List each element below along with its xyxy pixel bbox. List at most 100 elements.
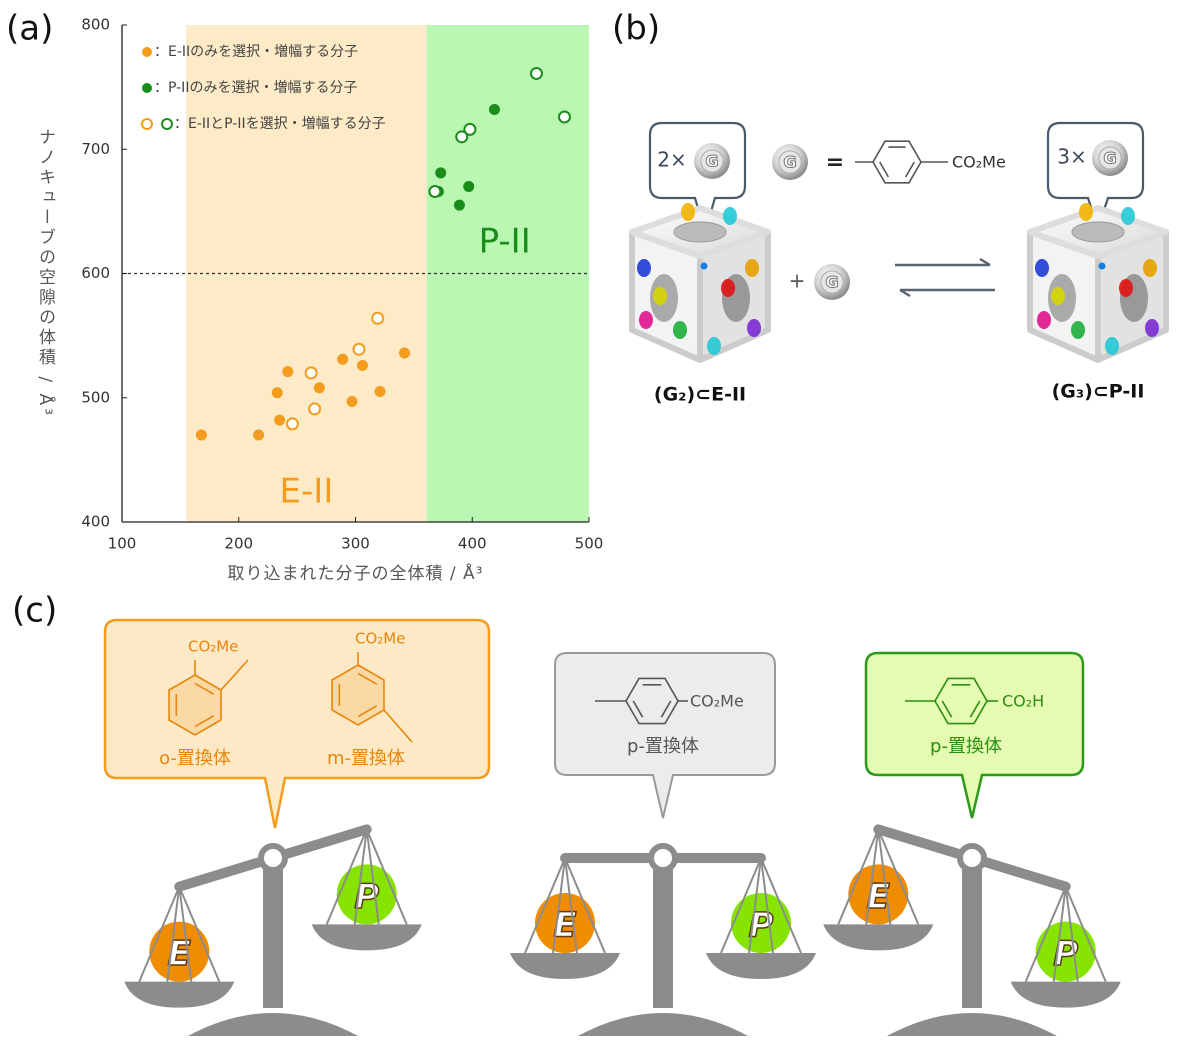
double-bond — [194, 682, 215, 695]
group-label: CO₂Me — [188, 638, 238, 656]
isomer-label: m-置換体 — [327, 748, 405, 769]
data-point — [253, 429, 265, 441]
cube-blob — [1143, 259, 1157, 277]
data-point — [529, 66, 543, 80]
isomer-label: p-置換体 — [930, 736, 1002, 757]
balance-pan — [823, 924, 934, 951]
data-point — [557, 110, 571, 124]
group-label: CO₂H — [1002, 692, 1044, 711]
guest-ball-inner — [700, 149, 724, 173]
legend-label: ：E-IIのみを選択・増幅する分子 — [154, 44, 358, 60]
callout — [864, 651, 1085, 819]
cube-blob — [1121, 207, 1135, 225]
cube-dot — [1098, 262, 1106, 270]
balance-base — [578, 1013, 748, 1036]
balance-pan — [1010, 981, 1121, 1008]
count: 2× — [657, 148, 686, 172]
pan-strings — [720, 857, 802, 954]
x-tick-label: 400 — [458, 535, 487, 553]
guest-ball-inner — [1098, 146, 1122, 170]
cube-blob — [637, 259, 651, 277]
cube-gear — [1071, 221, 1125, 243]
balance-base — [188, 1013, 358, 1036]
arrow — [895, 257, 991, 267]
data-point — [399, 347, 411, 359]
panel-label: (b) — [612, 9, 660, 49]
y-tick-label: 800 — [81, 16, 110, 34]
cube-blob — [723, 207, 737, 225]
guest-symbol: G — [1103, 149, 1116, 168]
double-bond — [357, 705, 378, 718]
y-tick-label: 600 — [81, 264, 110, 282]
pan-strings — [524, 857, 606, 954]
legend-label: ：P-IIのみを選択・増幅する分子 — [154, 80, 357, 96]
data-point — [374, 386, 386, 398]
balance-pan — [510, 953, 620, 979]
isomer-label: p-置換体 — [627, 736, 699, 757]
balance-column — [962, 858, 982, 1008]
cube-blob — [1079, 203, 1093, 221]
y-tick-label: 700 — [81, 140, 110, 158]
data-point — [463, 181, 475, 193]
data-point — [304, 366, 318, 380]
bond — [383, 709, 413, 743]
double-bond — [941, 700, 953, 718]
x-tick-label: 500 — [575, 535, 604, 553]
balance-base — [887, 1013, 1057, 1036]
substituent: CO₂Me — [952, 153, 1006, 172]
data-point — [271, 387, 283, 399]
data-point — [346, 395, 358, 407]
cube-blob — [1145, 319, 1159, 337]
cube-blob — [681, 203, 695, 221]
data-point — [428, 184, 442, 198]
data-point — [313, 382, 325, 394]
x-axis-label: 取り込まれた分子の全体積 / Å³ — [228, 562, 484, 584]
weight-ball — [731, 893, 791, 953]
legend-marker — [142, 83, 152, 93]
weight-ball — [149, 921, 210, 982]
data-point — [352, 342, 366, 356]
y-tick-label: 400 — [81, 513, 110, 531]
weight-ball — [848, 864, 909, 925]
pan-strings — [837, 828, 920, 925]
data-point — [274, 414, 286, 426]
double-bond — [660, 700, 672, 718]
balance-column — [263, 858, 283, 1008]
x-tick-label: 100 — [108, 535, 137, 553]
legend-marker — [141, 118, 153, 130]
count: 3× — [1057, 145, 1086, 169]
data-point — [435, 167, 447, 179]
weight-ball — [336, 864, 397, 925]
cube-blob — [653, 287, 667, 305]
data-point — [308, 402, 322, 416]
panel-label: (a) — [6, 9, 53, 49]
callout — [103, 618, 491, 829]
plus: + — [789, 269, 806, 293]
legend-marker — [142, 47, 152, 57]
guest-ball-inner — [820, 270, 844, 294]
weight-ball — [535, 893, 595, 953]
data-point — [488, 103, 500, 115]
balance-pan — [706, 953, 816, 979]
double-bond — [969, 700, 981, 718]
legend-marker — [161, 118, 173, 130]
cube-blob — [747, 319, 761, 337]
cube-blob — [639, 311, 653, 329]
bond — [220, 659, 249, 691]
data-point — [285, 417, 299, 431]
cube-blob — [1035, 259, 1049, 277]
data-point — [195, 429, 207, 441]
balance-pivot — [258, 843, 288, 873]
callout — [554, 652, 776, 819]
y-tick-label: 500 — [81, 388, 110, 406]
balance-pan — [124, 981, 235, 1008]
y-axis-label: ナノキューブの空隙の体積 / Å³ — [35, 128, 57, 418]
double-bond — [194, 715, 215, 728]
x-tick-label: 300 — [341, 535, 370, 553]
equals: = — [826, 150, 844, 175]
x-tick-label: 200 — [224, 535, 253, 553]
arrow — [899, 288, 995, 298]
complex-label: (G₃)⊂P-II — [1052, 381, 1145, 403]
cube-blob — [1037, 311, 1051, 329]
